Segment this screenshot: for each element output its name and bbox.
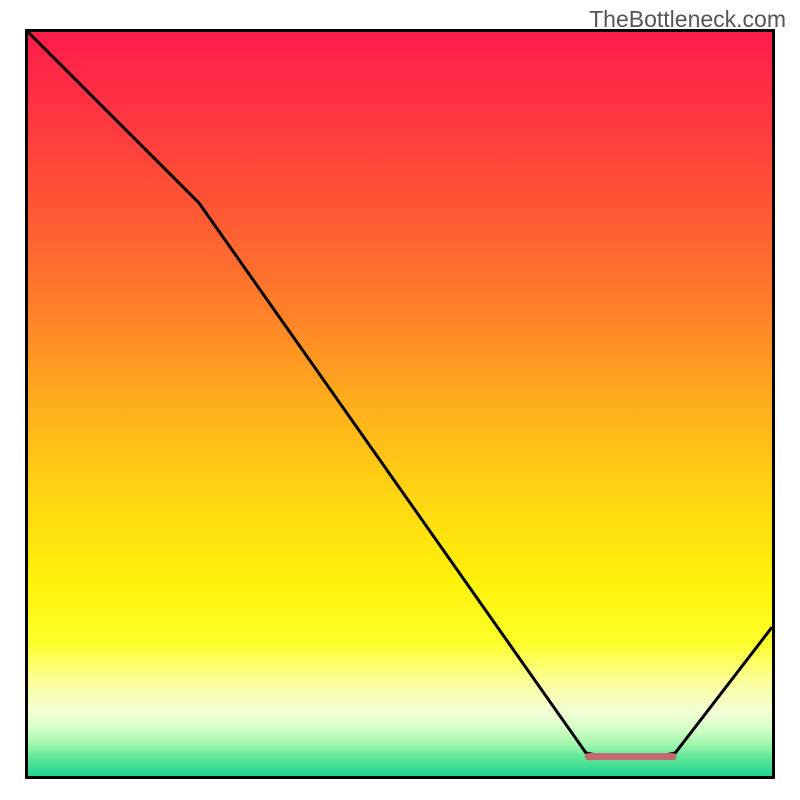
plot-area (25, 29, 775, 779)
chart-svg (28, 32, 772, 776)
chart-frame: TheBottleneck.com (0, 0, 800, 800)
